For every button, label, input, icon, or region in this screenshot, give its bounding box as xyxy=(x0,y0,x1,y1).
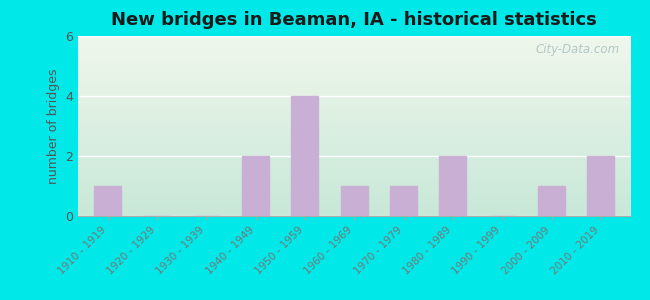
Bar xyxy=(390,186,417,216)
Text: City-Data.com: City-Data.com xyxy=(536,43,619,56)
Y-axis label: number of bridges: number of bridges xyxy=(47,68,60,184)
Bar xyxy=(538,186,565,216)
Title: New bridges in Beaman, IA - historical statistics: New bridges in Beaman, IA - historical s… xyxy=(111,11,597,29)
Bar xyxy=(291,96,318,216)
Bar xyxy=(242,156,269,216)
Bar xyxy=(439,156,467,216)
Bar xyxy=(588,156,614,216)
Bar xyxy=(94,186,121,216)
Bar xyxy=(341,186,368,216)
